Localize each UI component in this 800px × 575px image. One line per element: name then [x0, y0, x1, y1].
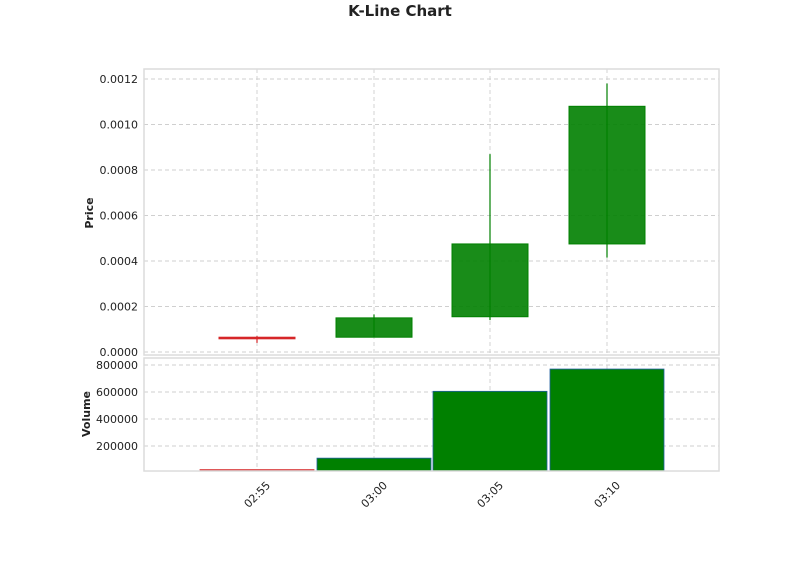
price-tick-label: 0.0002 — [100, 301, 139, 314]
price-tick-label: 0.0010 — [100, 119, 139, 132]
price-panel: 0.0000 0.0002 0.0004 0.0006 0.0008 0.0010 0.00… — [83, 68, 720, 359]
x-ticks: 02:55 03:00 03:05 03:10 — [242, 479, 624, 511]
price-y-ticks: 0.0000 0.0002 0.0004 0.0006 0.0008 0.0010 0.00… — [100, 73, 139, 359]
volume-bars — [199, 368, 665, 472]
candle-body — [568, 105, 646, 245]
price-frame — [143, 68, 720, 356]
candle-body — [335, 317, 413, 338]
volume-panel: 200000 400000 600000 800000 Volume 02:55 03:… — [80, 357, 720, 511]
price-axis-label: Price — [83, 197, 96, 228]
price-tick-label: 0.0008 — [100, 164, 139, 177]
x-tick-label: 03:10 — [592, 479, 624, 511]
candle-body — [451, 243, 529, 318]
price-candles — [218, 83, 646, 343]
x-tick-label: 03:05 — [475, 479, 507, 511]
chart-title: K-Line Chart — [348, 2, 452, 20]
volume-axis-label: Volume — [80, 391, 93, 437]
volume-tick-label: 600000 — [96, 386, 138, 399]
x-tick-label: 02:55 — [242, 479, 274, 511]
price-tick-label: 0.0006 — [100, 210, 139, 223]
volume-bar — [316, 457, 432, 472]
volume-frame — [143, 357, 720, 472]
volume-tick-label: 200000 — [96, 440, 138, 453]
candle-body — [218, 336, 296, 340]
volume-tick-label: 400000 — [96, 413, 138, 426]
volume-bar — [549, 368, 665, 472]
price-tick-label: 0.0004 — [100, 255, 139, 268]
price-tick-label: 0.0000 — [100, 346, 139, 359]
volume-y-ticks: 200000 400000 600000 800000 — [96, 359, 138, 453]
volume-tick-label: 800000 — [96, 359, 138, 372]
price-tick-label: 0.0012 — [100, 73, 139, 86]
volume-bar — [432, 390, 548, 472]
x-tick-label: 03:00 — [359, 479, 391, 511]
